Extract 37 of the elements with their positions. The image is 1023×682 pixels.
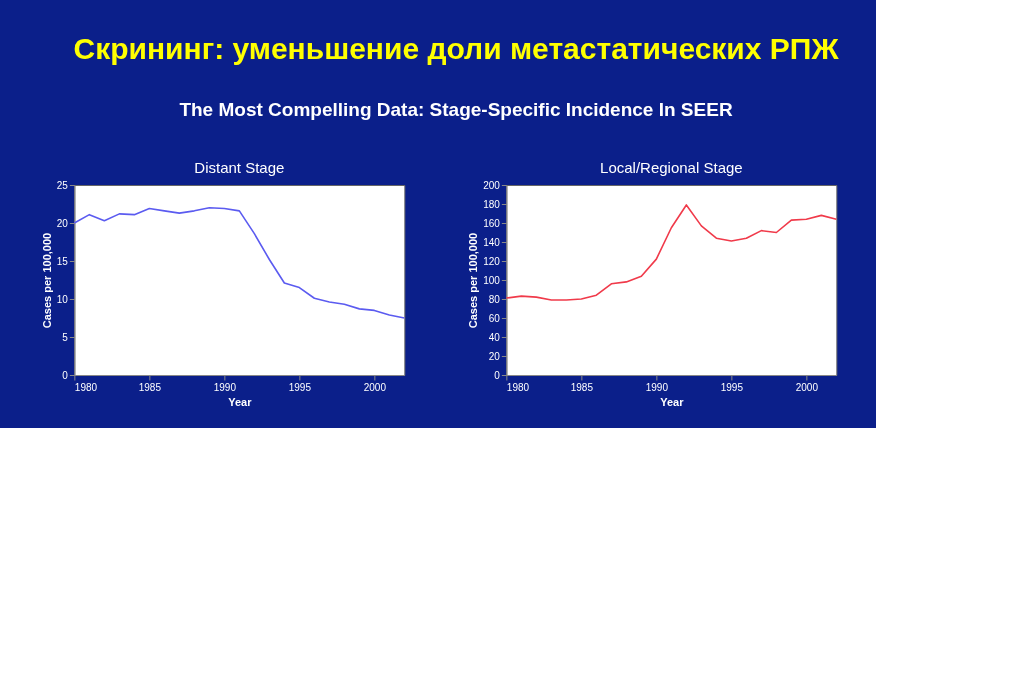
x-axis-title: Year bbox=[228, 395, 253, 408]
y-tick-label: 5 bbox=[62, 331, 69, 343]
y-tick-label: 200 bbox=[483, 179, 501, 191]
x-tick-label: 1980 bbox=[74, 381, 98, 393]
y-tick-label: 120 bbox=[483, 255, 501, 267]
x-tick-label: 1985 bbox=[570, 381, 594, 393]
x-tick-label: 1980 bbox=[506, 381, 530, 393]
y-tick-label: 160 bbox=[483, 217, 501, 229]
x-tick-label: 1985 bbox=[138, 381, 162, 393]
y-tick-label: 0 bbox=[62, 369, 69, 381]
y-tick-label: 180 bbox=[483, 198, 501, 210]
y-tick-label: 20 bbox=[56, 217, 69, 229]
y-tick-label: 140 bbox=[483, 236, 501, 248]
line-series bbox=[505, 204, 838, 301]
x-tick-label: 1990 bbox=[645, 381, 669, 393]
chart-title: Local/Regional Stage bbox=[600, 159, 743, 176]
x-tick-label: 2000 bbox=[795, 381, 819, 393]
y-axis-title: Cases per 100,000 bbox=[40, 232, 53, 329]
y-tick-label: 10 bbox=[56, 293, 69, 305]
chart-title: Distant Stage bbox=[194, 159, 285, 176]
y-tick-label: 15 bbox=[56, 255, 69, 267]
y-tick-label: 0 bbox=[494, 369, 501, 381]
x-tick-label: 1995 bbox=[288, 381, 312, 393]
y-tick-label: 100 bbox=[483, 274, 501, 286]
line-series bbox=[73, 207, 406, 319]
y-tick-label: 25 bbox=[56, 179, 69, 191]
x-axis-title: Year bbox=[660, 395, 685, 408]
text: The Most Compelling Data: Stage-Specific Incidence In SEER bbox=[179, 99, 733, 120]
y-tick-label: 60 bbox=[488, 312, 501, 324]
y-axis-title: Cases per 100,000 bbox=[467, 232, 480, 329]
x-tick-label: 1995 bbox=[720, 381, 744, 393]
text: Скрининг: уменьшение доли метастатических РПЖ bbox=[73, 32, 840, 65]
y-tick-label: 80 bbox=[488, 293, 501, 305]
y-tick-label: 40 bbox=[488, 331, 501, 343]
y-tick-label: 20 bbox=[488, 350, 501, 362]
x-tick-label: 2000 bbox=[363, 381, 387, 393]
x-tick-label: 1990 bbox=[213, 381, 237, 393]
